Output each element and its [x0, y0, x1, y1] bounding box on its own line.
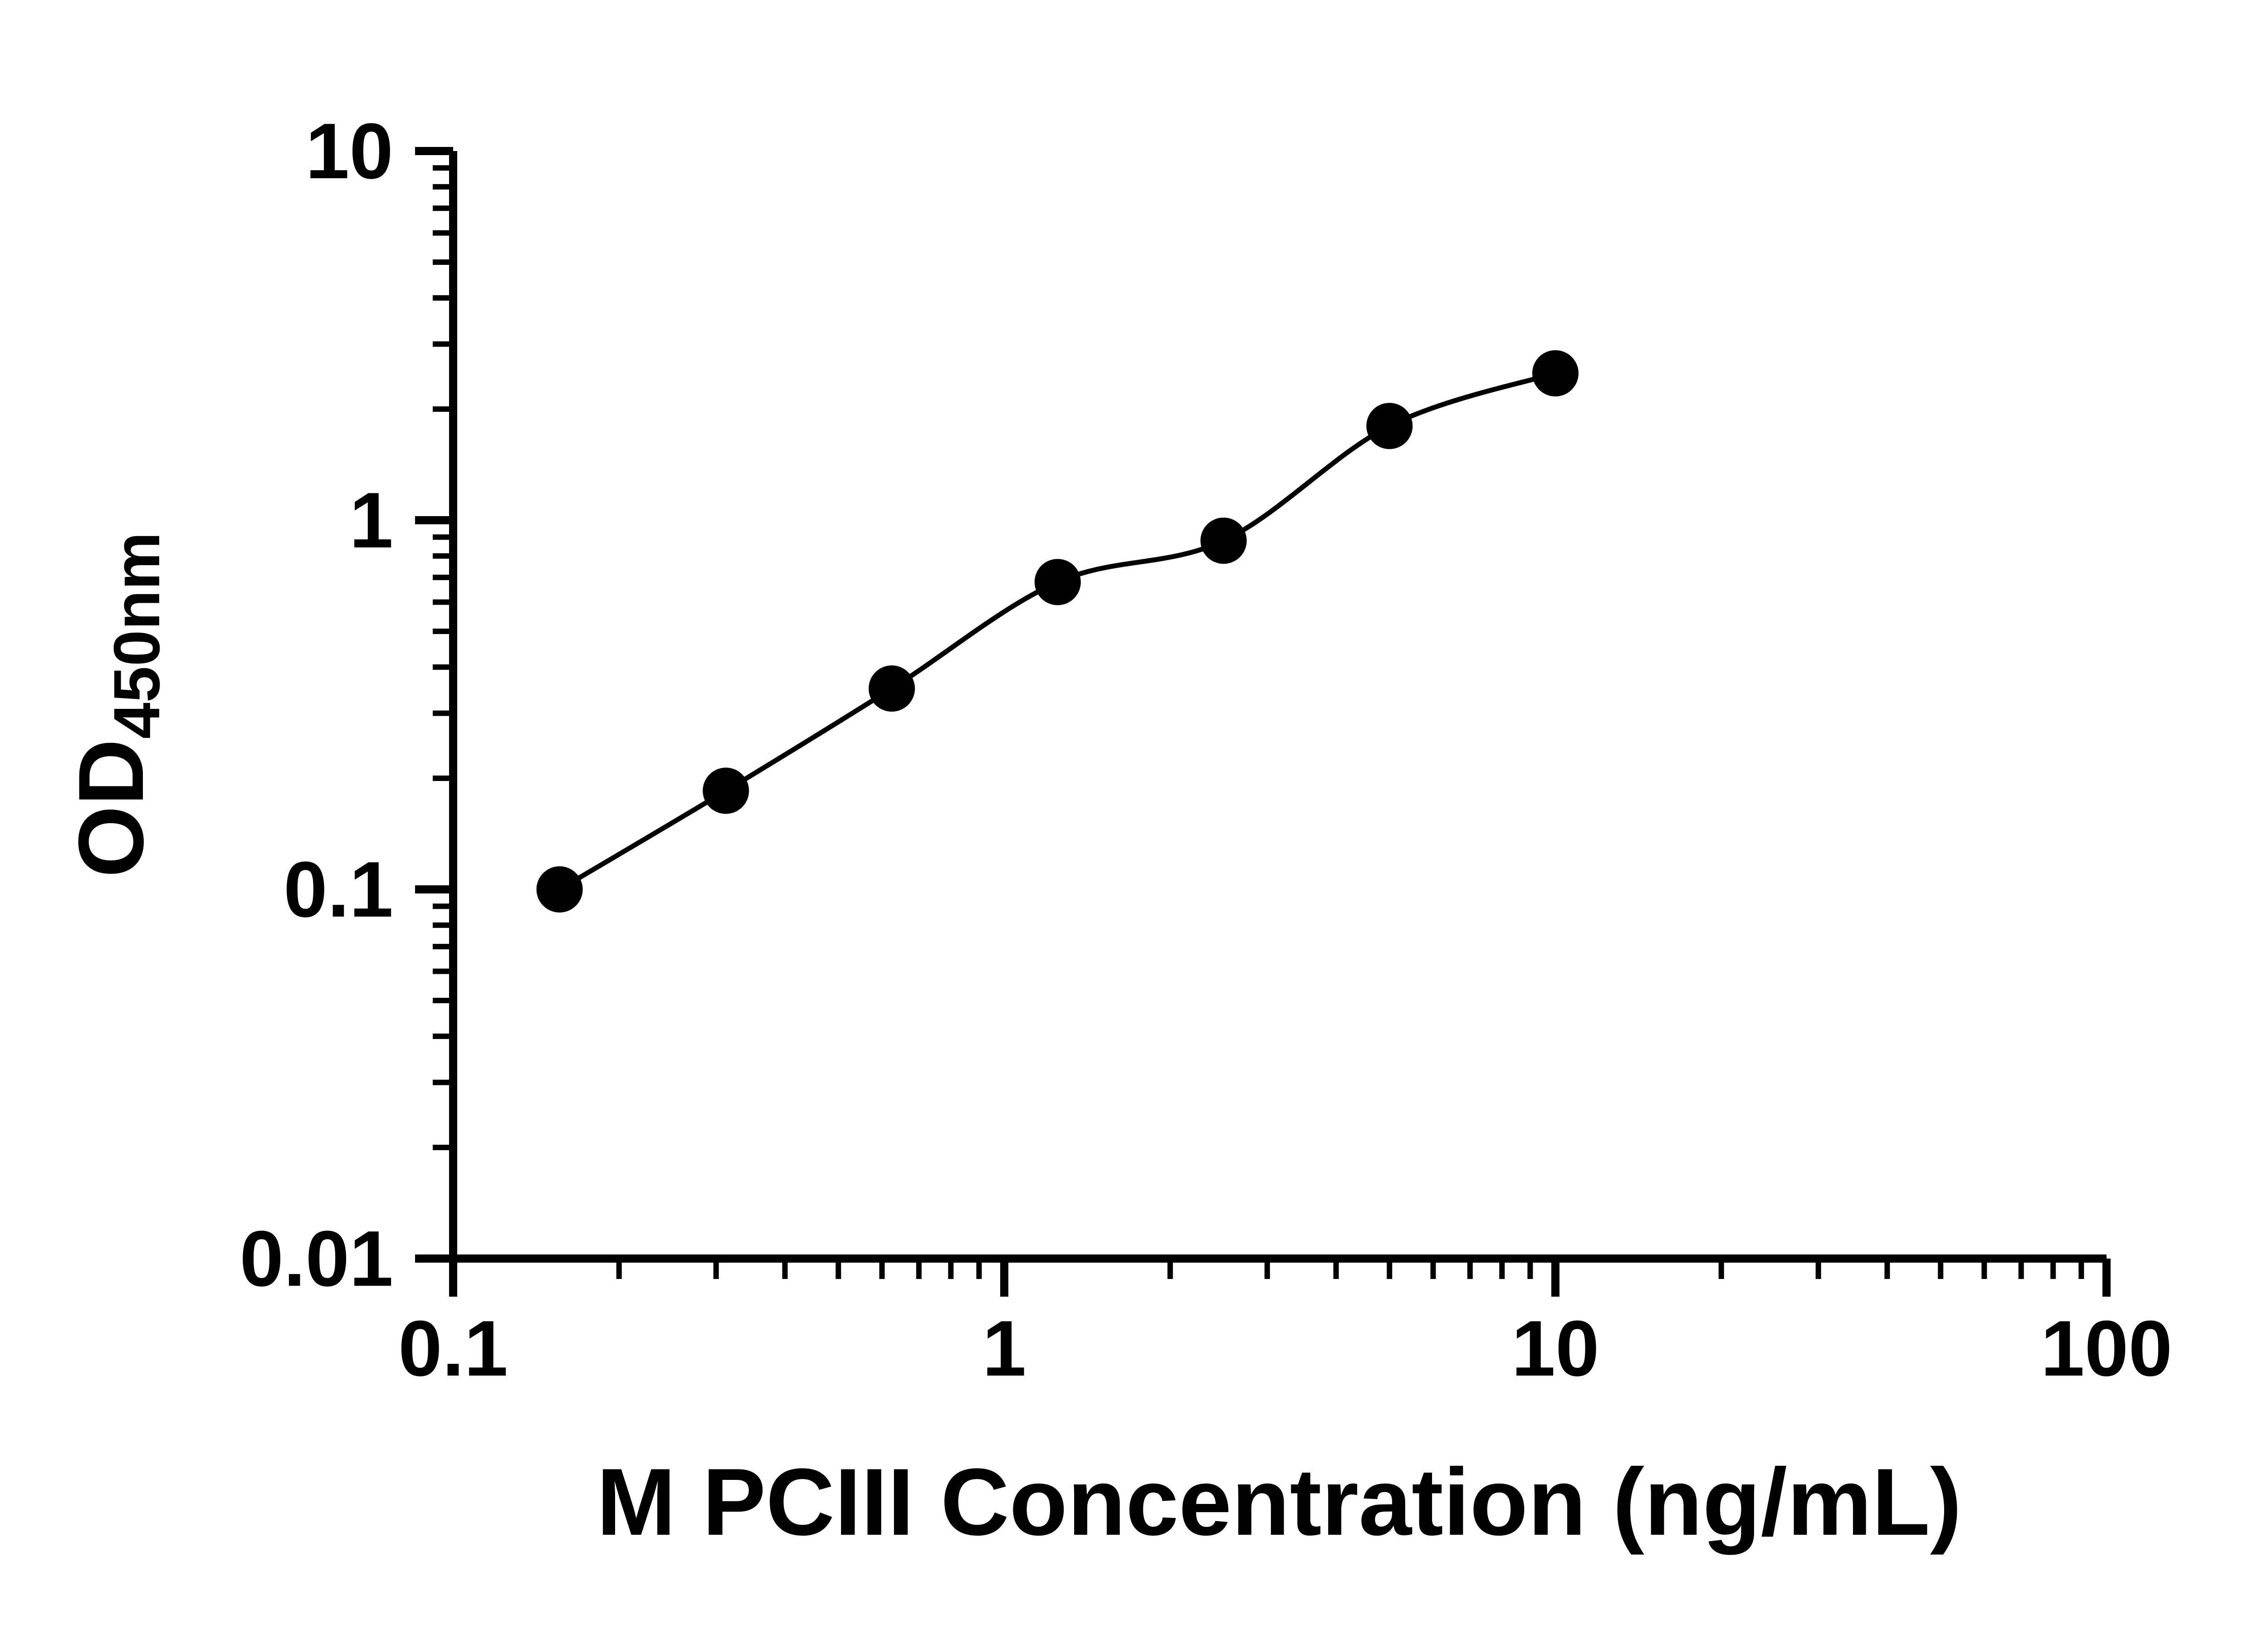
y-axis-title: OD450nm: [59, 532, 173, 878]
data-point: [1532, 350, 1579, 397]
x-tick-label: 0.1: [398, 1304, 508, 1392]
data-point: [536, 866, 583, 913]
y-tick-label: 1: [349, 476, 393, 564]
x-tick-label: 100: [2041, 1304, 2172, 1392]
y-tick-label: 0.1: [284, 845, 393, 933]
axis-spine: [449, 151, 2107, 1263]
data-point: [703, 767, 749, 814]
x-tick-label: 1: [982, 1304, 1026, 1392]
y-axis-title-subscript: 450nm: [100, 532, 173, 739]
fit-curve: [558, 371, 1556, 892]
x-tick-label: 10: [1511, 1304, 1599, 1392]
data-point: [1366, 403, 1413, 449]
data-point: [1034, 559, 1081, 605]
data-point: [868, 665, 915, 712]
y-axis-title-main: OD: [59, 739, 163, 878]
data-point: [1200, 517, 1247, 564]
axis-ticks-layer: [415, 147, 2111, 1297]
y-tick-label: 10: [305, 107, 393, 195]
x-axis-title: M PCIII Concentration (ng/mL): [596, 1449, 1962, 1555]
y-tick-label: 0.01: [240, 1214, 393, 1303]
data-series-layer: [536, 350, 1579, 913]
